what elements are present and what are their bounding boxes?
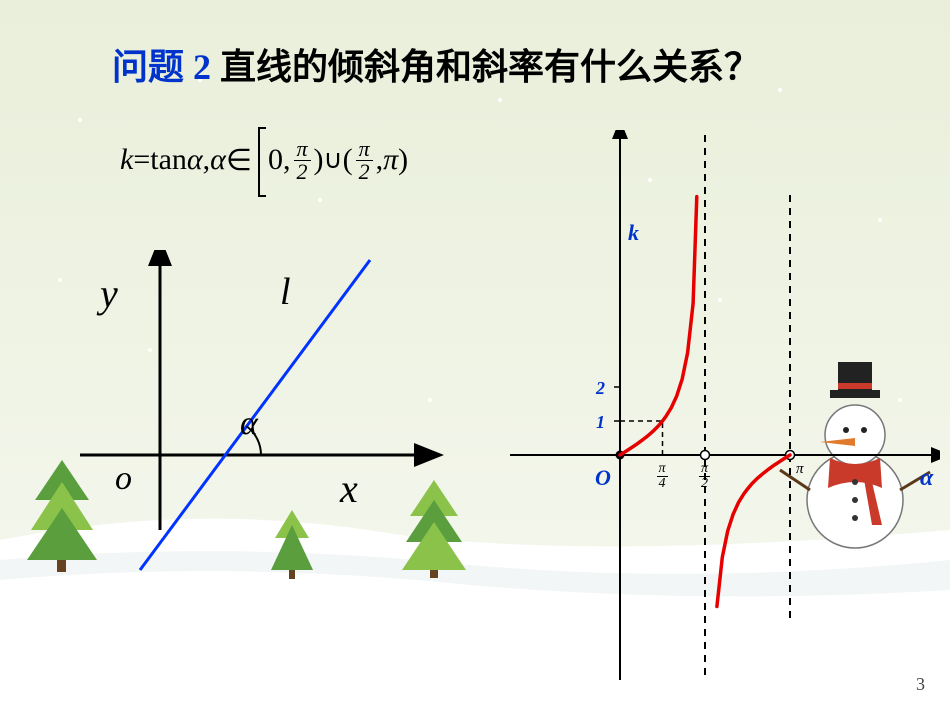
formula-op: ( xyxy=(343,143,353,177)
frac-num: π xyxy=(297,138,308,160)
angle-alpha-label: α xyxy=(240,405,258,443)
alpha-axis-label: α xyxy=(920,465,933,492)
tick-1: 1 xyxy=(596,412,605,433)
formula-union: ∪ xyxy=(324,145,343,175)
tangent-graph: k O α 1 2 π4 π2 π xyxy=(500,130,940,690)
line-l-label: l xyxy=(280,270,291,314)
question-label: 问题 2 xyxy=(112,47,211,87)
formula-c3: , xyxy=(376,143,384,177)
pi2-num: π xyxy=(701,462,708,476)
title-text: 直线的倾斜角和斜率有什么关系？ xyxy=(211,47,760,87)
pi2-den: 2 xyxy=(699,476,710,491)
formula-c2: , xyxy=(283,143,291,177)
formula: k = tan α , α ∈ 0 , π2 ) ∪ ( π2 , π ) xyxy=(120,125,408,195)
frac-num2: π xyxy=(359,138,370,160)
tick-2: 2 xyxy=(596,378,605,399)
formula-c1: , xyxy=(203,143,211,177)
formula-k: k xyxy=(120,143,133,177)
tick-pi-over-2: π2 xyxy=(699,461,710,491)
formula-alpha2: α xyxy=(210,143,226,177)
formula-tan: tan xyxy=(150,143,187,177)
left-svg xyxy=(60,250,460,580)
formula-zero: 0 xyxy=(268,143,283,177)
formula-pi: π xyxy=(383,143,398,177)
slide-title: 问题 2 直线的倾斜角和斜率有什么关系？ xyxy=(112,38,760,90)
tick-pi: π xyxy=(796,461,804,478)
frac-den2: 2 xyxy=(356,160,373,183)
frac-pi-over-2-a: π2 xyxy=(294,138,311,183)
k-axis-label: k xyxy=(628,220,639,246)
x-axis-label: x xyxy=(340,465,358,512)
line-angle-diagram: y x o l α xyxy=(60,250,460,580)
origin-O-label: O xyxy=(595,465,611,491)
page-number: 3 xyxy=(916,674,925,695)
y-axis-label: y xyxy=(100,270,118,317)
tick-pi-over-4: π4 xyxy=(657,461,668,491)
formula-cp1: ) xyxy=(314,143,324,177)
frac-den: 2 xyxy=(294,160,311,183)
left-bracket-icon xyxy=(258,127,266,197)
origin-label: o xyxy=(115,460,132,498)
pi4-den: 4 xyxy=(657,476,668,491)
formula-cp2: ) xyxy=(398,143,408,177)
right-svg xyxy=(500,130,940,690)
formula-elem: ∈ xyxy=(226,143,252,178)
pi4-num: π xyxy=(658,462,665,476)
formula-alpha1: α xyxy=(187,143,203,177)
frac-pi-over-2-b: π2 xyxy=(356,138,373,183)
formula-eq: = xyxy=(133,143,150,177)
